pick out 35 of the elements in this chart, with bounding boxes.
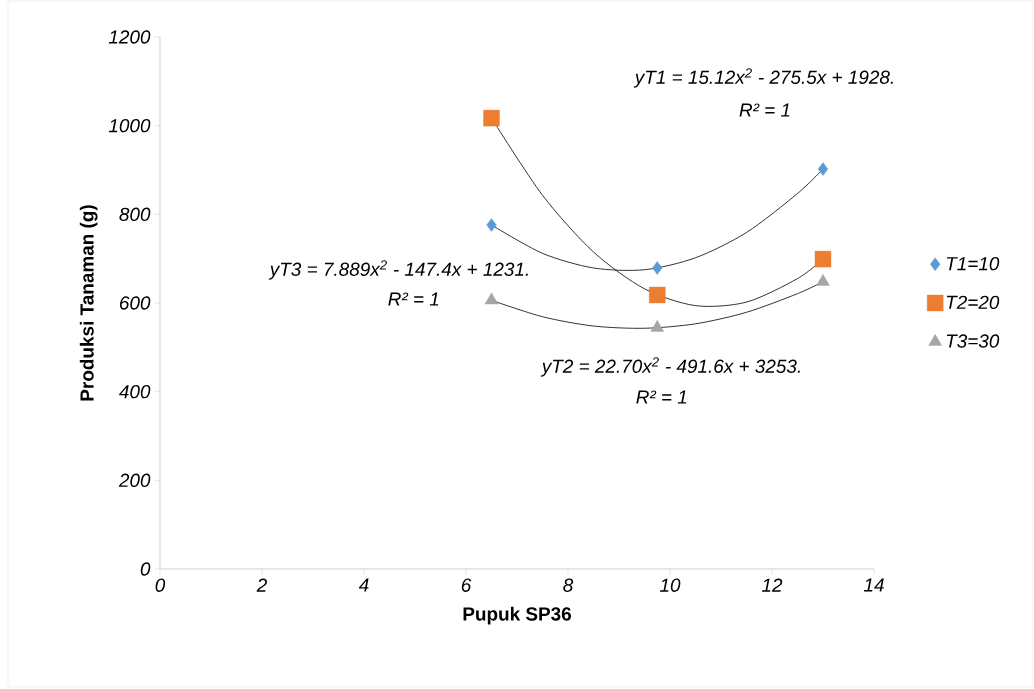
point (483, 109, 500, 127)
annotation: yT3 = 7.889x$^{2}$ - 147.4x + 1231. (268, 260, 528, 280)
y-tick-label: 1000 (108, 118, 151, 133)
point (484, 292, 499, 305)
y-tick-label: 800 (119, 207, 151, 222)
y-tick-label: 400 (119, 384, 151, 399)
y-axis-title: Produksi Tanaman (g) (79, 205, 98, 401)
x-tick-label: 4 (358, 578, 369, 592)
x-tick-label: 8 (563, 578, 574, 592)
legend-label: T3=30 (946, 334, 1000, 348)
y-tick-label: 0 (140, 562, 151, 576)
x-tick-label: 2 (256, 578, 267, 592)
y-tick-label: 600 (119, 296, 151, 310)
point (649, 286, 666, 304)
x-axis-title: Pupuk SP36 (463, 606, 572, 625)
annotation: R² = 1 (739, 103, 790, 117)
legend-label: T2=20 (946, 295, 1000, 310)
point (814, 250, 832, 268)
x-tick-label: 0 (155, 578, 166, 592)
x-tick-label: 10 (659, 578, 681, 592)
y-tick-label: 1200 (108, 30, 151, 44)
point (816, 274, 830, 286)
point (650, 320, 664, 332)
annotation: yT2 = 22.70x$^{2}$ - 491.6x + 3253. (540, 357, 800, 377)
annotation: R² = 1 (636, 390, 687, 404)
x-tick-label: 14 (863, 578, 884, 592)
point (817, 162, 829, 176)
y-tick-label: 200 (118, 473, 151, 488)
x-tick-label: 6 (461, 578, 472, 592)
x-tick-label: 12 (761, 578, 783, 592)
annotation: yT1 = 15.12x$^{2}$ - 275.5x + 1928. (633, 68, 893, 88)
point (652, 261, 663, 275)
point (486, 218, 497, 232)
annotation: R² = 1 (388, 292, 439, 306)
legend-label: T1=10 (946, 256, 1000, 271)
